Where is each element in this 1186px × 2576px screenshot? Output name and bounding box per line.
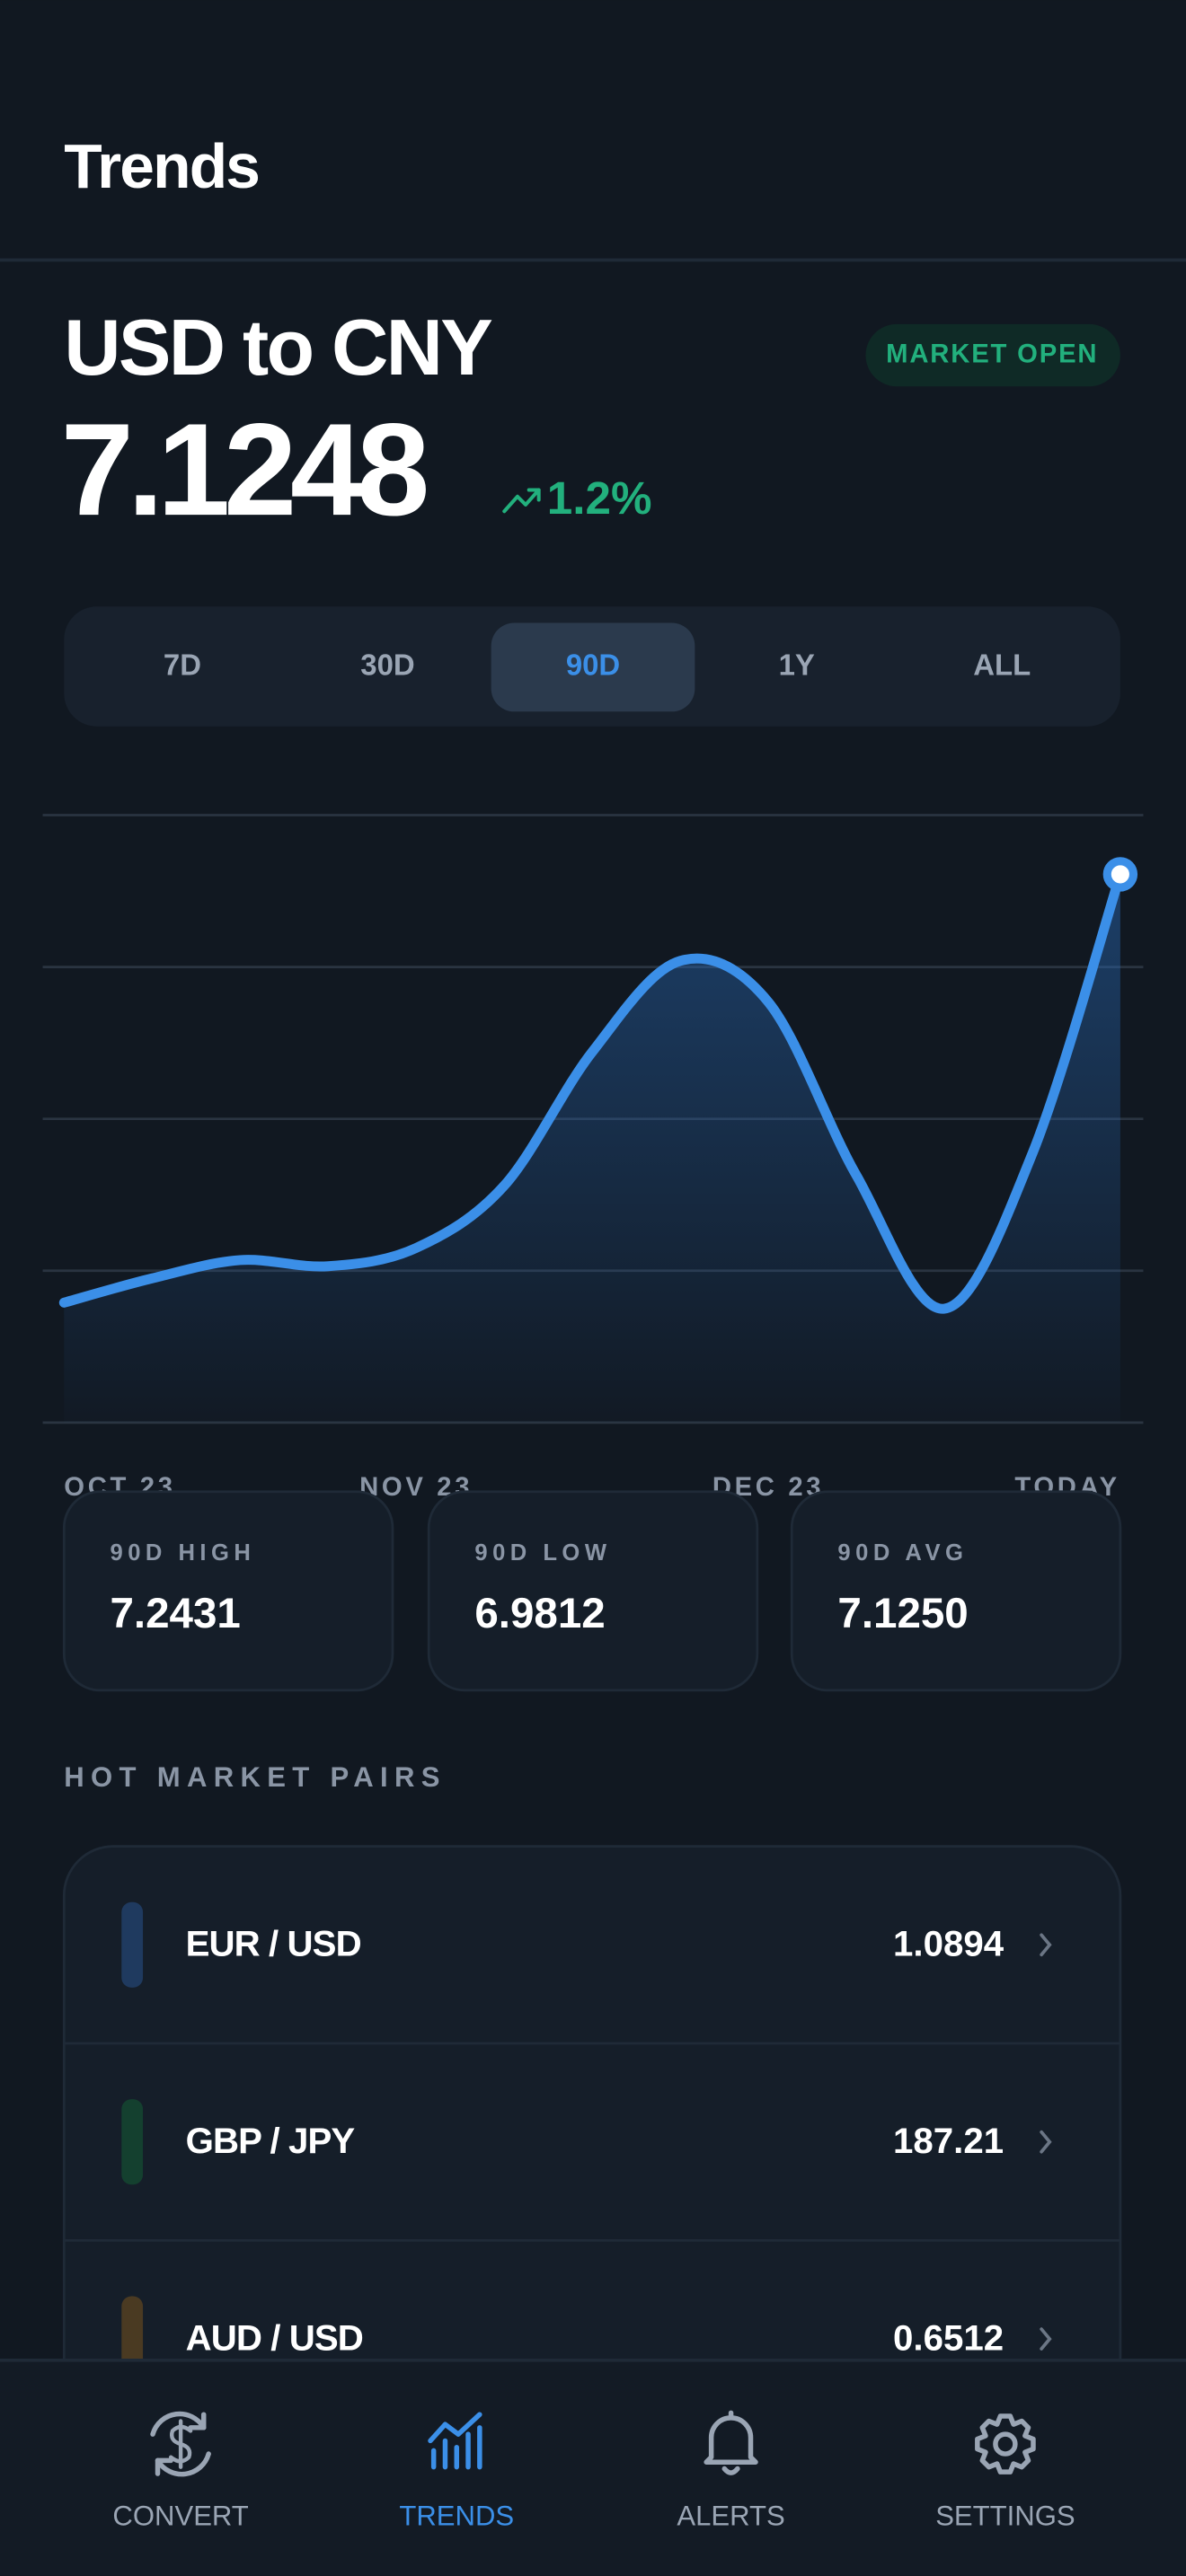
area bbox=[64, 874, 1120, 1423]
nav-label[interactable]: ALERTS bbox=[677, 2501, 784, 2532]
range-option[interactable]: 90D bbox=[566, 648, 620, 682]
chevron bbox=[1040, 2327, 1052, 2351]
pair-color bbox=[121, 2296, 144, 2360]
range-option[interactable]: 30D bbox=[360, 648, 414, 682]
range-option[interactable]: 1Y bbox=[779, 648, 815, 682]
stat-value: 6.9812 bbox=[474, 1590, 605, 1637]
stat-label: 90D HIGH bbox=[110, 1540, 255, 1566]
nav-label[interactable]: CONVERT bbox=[112, 2501, 248, 2532]
stat-label: 90D AVG bbox=[837, 1540, 968, 1566]
alerts-icon bbox=[704, 2410, 758, 2475]
trend-up-icon bbox=[502, 488, 541, 514]
bottom-nav bbox=[0, 2360, 1186, 2576]
rate: 7.1248 bbox=[61, 396, 426, 543]
nav-label[interactable]: TRENDS bbox=[399, 2501, 514, 2532]
status-badge bbox=[865, 323, 1120, 387]
page-title: Trends bbox=[64, 131, 259, 201]
pairs-card bbox=[62, 1845, 1122, 2360]
pair-rate: 0.6512 bbox=[893, 2318, 1004, 2359]
pair-name[interactable]: AUD / USD bbox=[186, 2318, 364, 2359]
stat-value: 7.2431 bbox=[110, 1590, 240, 1637]
pair-rate: 1.0894 bbox=[893, 1924, 1005, 1964]
stat-label: 90D LOW bbox=[474, 1540, 611, 1566]
pair-name[interactable]: GBP / JPY bbox=[186, 2121, 357, 2161]
end-point bbox=[1102, 857, 1138, 892]
line bbox=[58, 869, 1126, 1314]
chevron bbox=[1040, 2130, 1052, 2154]
stat-card bbox=[790, 1490, 1122, 1692]
trends-icon bbox=[428, 2412, 482, 2470]
pair-color bbox=[121, 2099, 144, 2185]
range-selected bbox=[491, 622, 695, 712]
pair-color bbox=[121, 1901, 144, 1988]
stat-value: 7.1250 bbox=[837, 1590, 968, 1637]
pair-name[interactable]: EUR / USD bbox=[186, 1924, 362, 1964]
settings-icon bbox=[975, 2413, 1036, 2475]
section-title: HOT MARKET PAIRS bbox=[64, 1761, 446, 1793]
stat-card bbox=[427, 1490, 759, 1692]
convert-icon bbox=[150, 2411, 211, 2477]
change: 1.2% bbox=[547, 472, 652, 524]
nav-label[interactable]: SETTINGS bbox=[935, 2501, 1075, 2532]
pair-rate: 187.21 bbox=[893, 2121, 1004, 2161]
range-option[interactable]: 7D bbox=[164, 648, 201, 682]
range-option[interactable]: ALL bbox=[973, 648, 1031, 682]
pair-title: USD to CNY bbox=[64, 304, 492, 392]
stat-card bbox=[62, 1490, 394, 1692]
status-text: MARKET OPEN bbox=[886, 340, 1098, 368]
chevron bbox=[1040, 1933, 1052, 1957]
